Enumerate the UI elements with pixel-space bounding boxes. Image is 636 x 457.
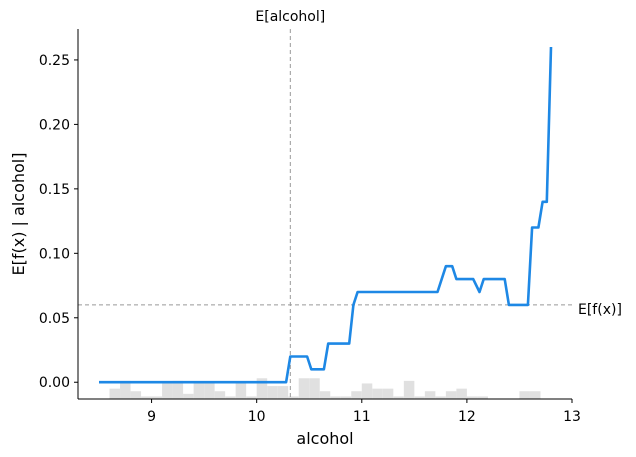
x-tick-label: 11 [353,409,371,425]
x-tick-label: 12 [458,409,476,425]
histogram-bar [172,380,184,399]
y-tick-label: 0.05 [39,311,70,327]
axes [74,29,573,403]
y-tick-label: 0.25 [39,53,70,69]
histogram-bar [277,386,289,399]
histogram-bar [414,396,425,399]
histogram-bar [309,378,320,399]
histogram-bar [151,396,163,399]
histogram-bar [456,388,467,399]
histogram-bar [214,391,226,399]
histogram-bar [340,396,352,399]
histogram-bar [445,391,457,399]
histogram-bar [183,393,194,399]
x-tick-labels: 9 10 11 12 13 [147,409,581,425]
y-tick-label: 0.20 [39,117,70,133]
histogram-bar [298,378,310,399]
histogram-bar [319,391,331,399]
histogram-bar [393,396,404,399]
x-axis-title: alcohol [296,429,353,448]
horizontal-reference-label: E[f(x)] [578,302,622,318]
reference-lines [78,29,572,399]
x-tick-label: 13 [563,409,581,425]
x-tick-label: 10 [248,409,266,425]
histogram-bar [246,396,257,399]
histogram-bar [267,386,278,399]
y-axis-title: E[f(x) | alcohol] [9,153,28,276]
histogram-bar [193,383,205,399]
histogram-bar [109,388,121,399]
histogram-bar [256,378,268,399]
histogram-bar [330,396,341,399]
histogram-bar [288,396,299,399]
histogram-bar [225,396,236,399]
y-tick-labels: 0.00 0.05 0.10 0.15 0.20 0.25 [39,53,70,391]
vertical-reference-label: E[alcohol] [255,9,325,25]
histogram-bars [109,378,541,399]
histogram-bar [382,388,394,399]
histogram-bar [435,396,446,399]
y-tick-label: 0.15 [39,182,70,198]
histogram-bar [466,396,478,399]
histogram-bar [372,388,383,399]
histogram-bar [141,396,152,399]
y-tick-label: 0.00 [39,375,70,391]
histogram-bar [529,391,541,399]
histogram-bar [235,383,247,399]
histogram-bar [477,396,488,399]
series-line [99,46,553,384]
histogram-bar [162,383,173,399]
histogram-bar [204,383,215,399]
histogram-bar [424,391,436,399]
histogram-bar [519,391,530,399]
histogram-bar [403,380,415,399]
histogram-bar [351,391,362,399]
histogram-bar [130,391,142,399]
histogram-bar [361,383,373,399]
y-tick-label: 0.10 [39,246,70,262]
series-path [99,46,553,384]
histogram-bar [120,380,131,399]
x-tick-label: 9 [147,409,156,425]
